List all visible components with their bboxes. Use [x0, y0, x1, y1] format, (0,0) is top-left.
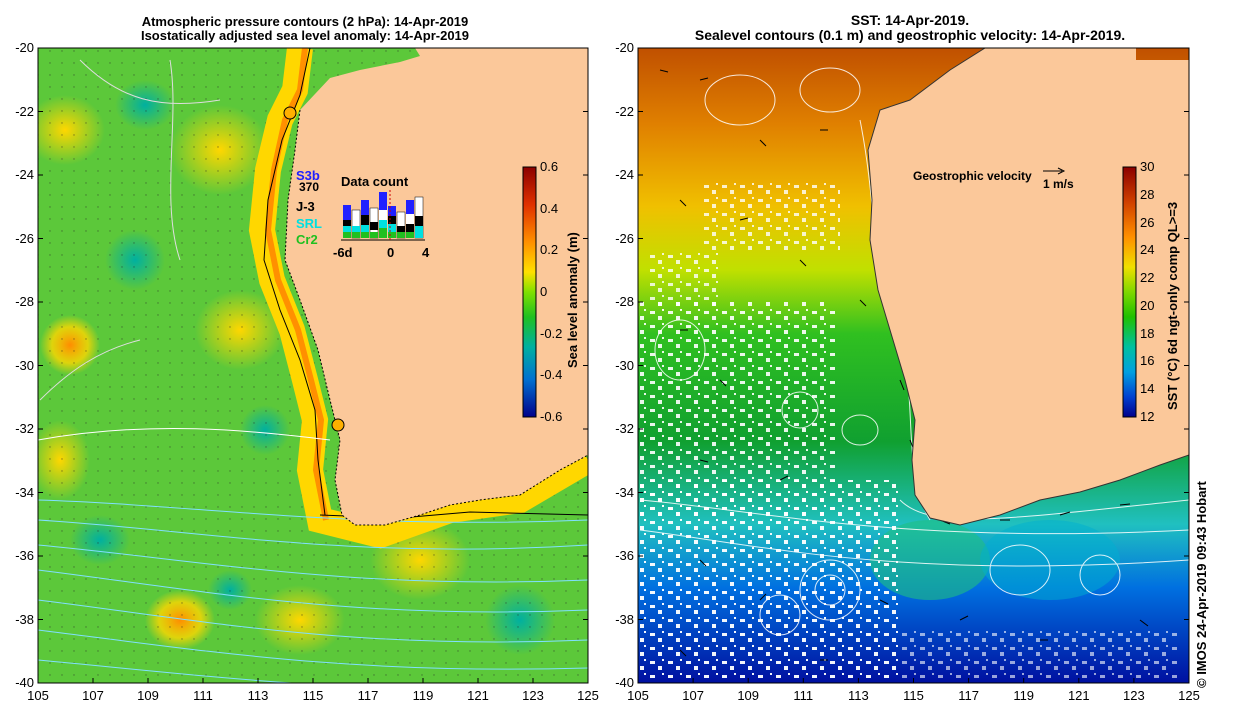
right-x-tick-label: 121: [1067, 688, 1090, 703]
right-x-tick-label: 119: [1013, 688, 1035, 703]
legend-cr2: Cr2: [296, 232, 318, 247]
sla-colorbar-tick: 0.4: [540, 200, 559, 216]
legend-data-count-title: Data count: [341, 174, 409, 189]
velocity-label: Geostrophic velocity: [913, 169, 1032, 183]
sla-colorbar-tick: -0.6: [540, 409, 563, 424]
left-y-tick-label: -24: [15, 167, 34, 182]
sst-colorbar-tick: 16: [1140, 353, 1155, 369]
left-y-tick-label: -26: [15, 230, 34, 246]
left-y-tick-label: -36: [15, 548, 34, 563]
legend-axis-zero: 0: [387, 245, 395, 260]
sla-colorbar-tick: 0.2: [540, 242, 559, 258]
sla-colorbar-label: Sea level anomaly (m): [565, 232, 580, 368]
left-title-line1: Atmospheric pressure contours (2 hPa): 1…: [141, 14, 469, 29]
right-x-tick-label: 125: [1178, 688, 1200, 703]
sst-colorbar-tick: 24: [1140, 242, 1155, 258]
right-y-tick-label: -34: [615, 484, 634, 500]
left-y-tick-label: -40: [15, 675, 34, 690]
data-count-chart: [341, 190, 425, 242]
right-y-tick-label: -26: [615, 230, 634, 246]
sla-colorbar-tick: -0.4: [540, 367, 563, 383]
sea-level-anomaly-map: [38, 48, 588, 683]
right-x-tick-label: 123: [1123, 688, 1145, 703]
sst-colorbar-tick: 22: [1140, 270, 1155, 286]
right-title-line2: Sealevel contours (0.1 m) and geostrophi…: [694, 27, 1126, 43]
right-x-tick-label: 109: [737, 688, 760, 703]
sst-colorbar-tick: 18: [1140, 325, 1155, 341]
left-y-tick-label: -22: [15, 103, 34, 119]
left-x-tick-label: 121: [467, 688, 489, 703]
sla-colorbar-tick: -0.2: [540, 325, 563, 341]
left-y-tick-label: -32: [15, 421, 34, 436]
sst-colorbar-label: SST (°C) 6d ngt-only comp QL>=3: [1165, 201, 1180, 410]
sst-colorbar-tick: 28: [1140, 186, 1155, 202]
right-y-tick-label: -36: [615, 548, 634, 563]
left-title-line2: Isostatically adjusted sea level anomaly…: [140, 28, 470, 43]
left-x-tick-label: 119: [412, 688, 434, 703]
right-y-tick-label: -38: [615, 611, 634, 627]
imos-credit: © IMOS 24-Apr-2019 09:43 Hobart: [1194, 481, 1209, 688]
right-y-tick-label: -40: [615, 675, 634, 690]
legend-axis-start: -6d: [333, 245, 353, 260]
legend-s3b: S3b: [296, 168, 320, 183]
left-y-tick-label: -28: [15, 294, 34, 309]
right-y-tick-label: -28: [615, 294, 634, 309]
legend-s3b-count: 370: [299, 180, 320, 194]
left-x-tick-label: 117: [357, 688, 379, 703]
legend-srl: SRL: [296, 216, 322, 231]
velocity-scale-arrow: [1043, 167, 1066, 175]
right-y-tick-label: -22: [615, 103, 634, 119]
right-y-tick-label: -20: [615, 40, 634, 55]
legend-axis-end: 4: [422, 245, 430, 260]
right-x-tick-label: 105: [627, 688, 649, 703]
left-y-tick-label: -38: [15, 611, 34, 627]
right-title-line1: SST: 14-Apr-2019.: [850, 12, 970, 28]
right-x-tick-label: 107: [682, 688, 704, 703]
sst-colorbar: [1122, 166, 1137, 418]
right-x-tick-label: 111: [793, 688, 814, 703]
left-y-tick-label: -20: [15, 40, 34, 55]
sst-colorbar-tick: 26: [1140, 214, 1155, 230]
velocity-arrows: [659, 69, 1149, 661]
left-x-tick-label: 111: [193, 688, 213, 703]
left-y-tick-label: -30: [15, 357, 34, 373]
left-x-tick-label: 125: [577, 688, 599, 703]
sst-colorbar-tick: 30: [1140, 159, 1155, 174]
legend-j3: J-3: [296, 199, 315, 214]
right-x-tick-label: 113: [848, 688, 869, 703]
left-x-tick-label: 107: [82, 688, 104, 703]
sst-colorbar-tick: 14: [1140, 381, 1155, 397]
sst-colorbar-tick: 12: [1140, 409, 1155, 424]
left-x-tick-label: 109: [137, 688, 159, 703]
left-x-tick-label: 113: [247, 688, 269, 703]
left-x-tick-label: 115: [302, 688, 324, 703]
right-x-tick-label: 117: [958, 688, 979, 703]
sla-colorbar: [522, 166, 537, 418]
sst-colorbar-tick: 20: [1140, 297, 1155, 313]
right-y-tick-label: -32: [615, 421, 634, 436]
left-y-tick-label: -34: [15, 484, 34, 500]
sst-map: [638, 48, 1189, 683]
sla-colorbar-tick: 0.6: [540, 159, 559, 174]
right-x-tick-label: 115: [903, 688, 924, 703]
right-y-tick-label: -24: [615, 167, 634, 182]
sla-colorbar-tick: 0: [540, 284, 548, 299]
velocity-scale-label: 1 m/s: [1043, 177, 1074, 191]
right-y-tick-label: -30: [615, 357, 634, 373]
left-x-tick-label: 123: [522, 688, 544, 703]
left-x-tick-label: 105: [27, 688, 49, 703]
